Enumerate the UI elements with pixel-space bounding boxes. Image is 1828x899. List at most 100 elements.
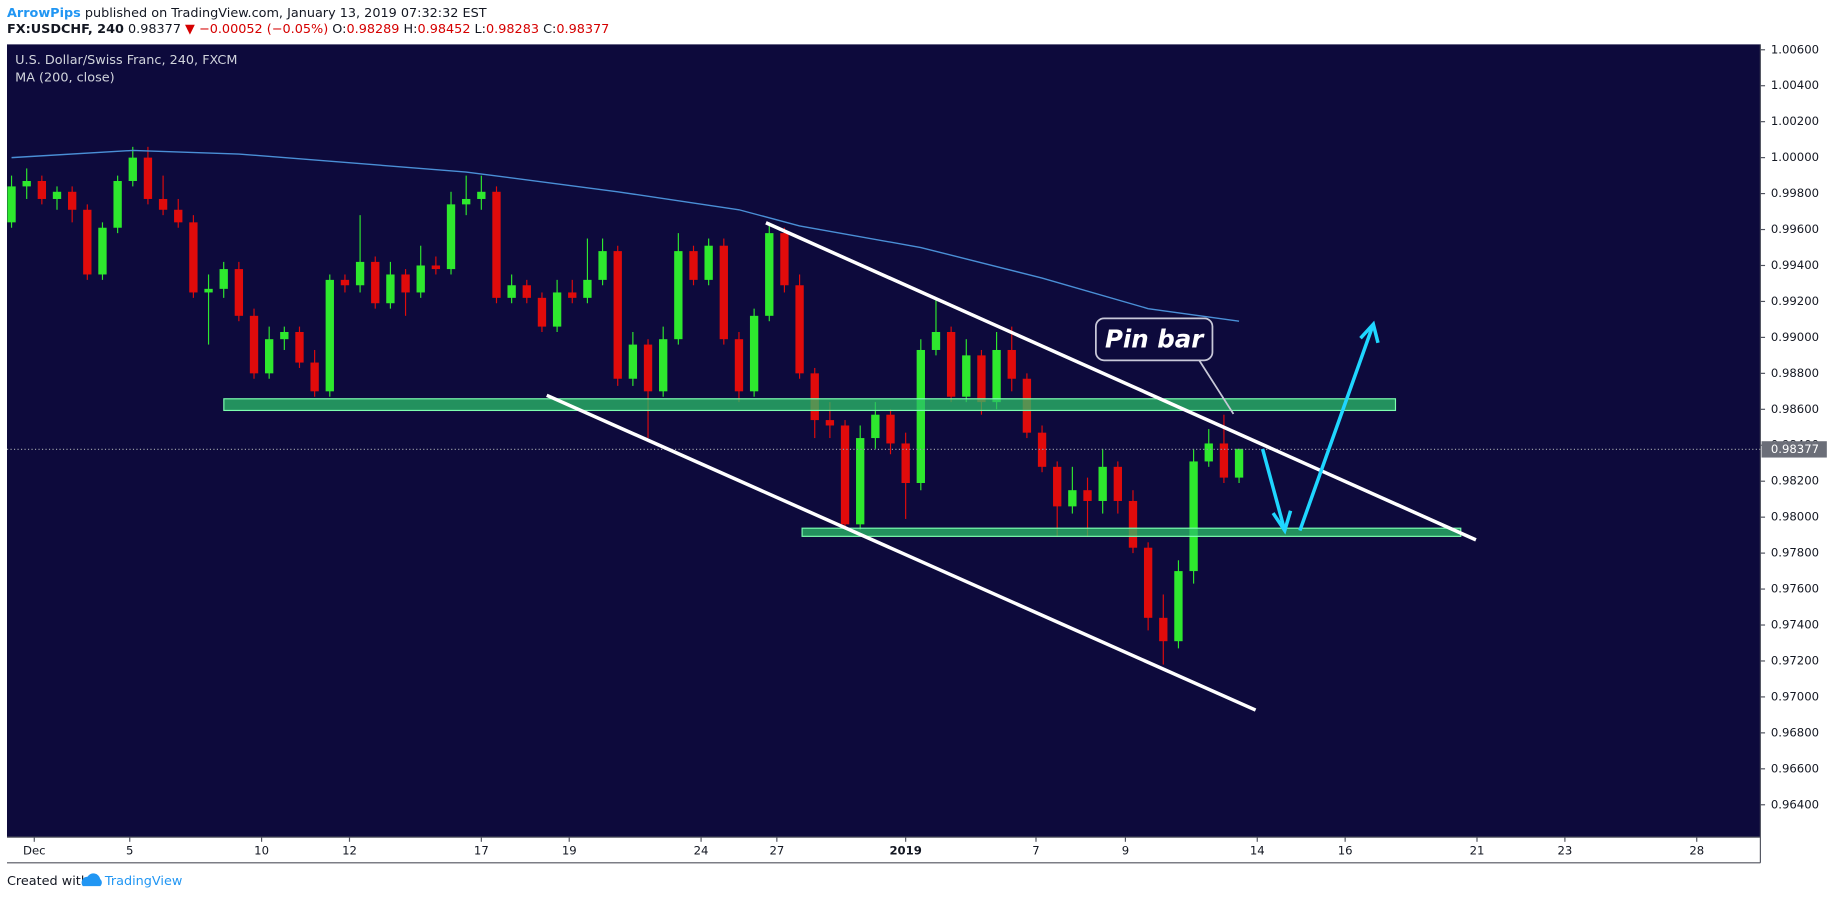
candle-body	[22, 180, 31, 187]
callout-pointer	[1197, 358, 1235, 415]
candle-body	[1053, 466, 1062, 507]
y-tick-label: 1.00600	[1771, 42, 1819, 56]
candle-body	[371, 261, 380, 304]
callout-box	[1094, 317, 1214, 362]
ohlc-0-label: O:	[332, 22, 346, 37]
candle-body	[628, 344, 638, 379]
price-axis	[1760, 44, 1828, 838]
candle-body	[492, 191, 501, 298]
candle-body	[871, 414, 880, 439]
candle-body	[234, 269, 244, 316]
y-tick-label: 0.98200	[1771, 474, 1819, 488]
upper-trendline	[765, 221, 1477, 542]
x-tick-label: 28	[1689, 844, 1704, 858]
candle-body	[295, 331, 304, 363]
candle-body	[1113, 466, 1122, 501]
published: published on TradingView.com, January 13…	[85, 5, 487, 20]
candle-body	[1234, 448, 1244, 478]
y-tick-label: 0.98600	[1771, 402, 1819, 416]
candle-body	[643, 344, 653, 392]
candle-body	[280, 331, 289, 340]
last-price-box	[1761, 441, 1827, 458]
candle-body	[7, 186, 16, 223]
candle-body	[825, 420, 835, 426]
candle-body	[143, 157, 153, 199]
candle-body	[1007, 349, 1016, 379]
x-tick-label: 2019	[889, 844, 921, 858]
y-tick-label: 0.97600	[1771, 582, 1819, 596]
candle-body	[37, 180, 47, 199]
candle-body	[1143, 547, 1153, 618]
x-tick-label: 19	[562, 844, 577, 858]
lower-trendline	[546, 393, 1257, 712]
candle-body	[128, 157, 137, 181]
ohlc-2: 0.98283	[486, 22, 539, 37]
plot-area	[6, 44, 1761, 838]
axes: 1.00600 1.00400 1.00200 1.00000 0.99800 0.996…	[23, 42, 1827, 858]
author[interactable]: ArrowPips	[7, 5, 81, 20]
candle-body	[613, 251, 622, 379]
x-tick-label: 5	[126, 844, 133, 858]
support-zone	[801, 527, 1462, 537]
candle-body	[219, 269, 228, 289]
candle-body	[325, 279, 334, 392]
y-tick-label: 0.98800	[1771, 366, 1819, 380]
candle-body	[598, 251, 607, 280]
candle-body	[1219, 443, 1229, 478]
x-tick-label: 24	[694, 844, 709, 858]
x-tick-label: 21	[1470, 844, 1485, 858]
callout-text: Pin bar	[1105, 324, 1205, 353]
last-price-label: 0.98377	[1771, 442, 1819, 456]
candle-body	[765, 233, 774, 316]
ma-line	[11, 149, 1240, 322]
candle-body	[83, 209, 92, 275]
arrow-down-head	[1271, 510, 1293, 535]
candle-body	[977, 355, 986, 403]
candle-body	[886, 414, 895, 444]
candle-body	[174, 209, 183, 223]
x-tick-label: 27	[769, 844, 784, 858]
logo-cloud	[81, 873, 102, 887]
x-tick-label: 17	[474, 844, 489, 858]
resistance-zone	[223, 398, 1397, 412]
candle-body	[810, 373, 819, 421]
candle-body	[704, 245, 713, 280]
legend-title: U.S. Dollar/Swiss Franc, 240, FXCM	[15, 53, 237, 68]
candle-body	[1159, 617, 1168, 642]
ohlc-0: 0.98289	[346, 22, 399, 37]
candle-body	[1098, 466, 1107, 501]
y-tick-label: 1.00000	[1771, 150, 1819, 164]
arrow-up	[1298, 323, 1375, 532]
x-tick-label: 14	[1250, 844, 1265, 858]
candle-body	[310, 362, 319, 392]
candle-body	[386, 274, 395, 304]
candle-body	[98, 227, 107, 275]
last: 0.98377	[128, 22, 181, 37]
candle-body	[583, 279, 592, 298]
candle-body	[265, 339, 274, 374]
x-tick-label: 23	[1557, 844, 1572, 858]
ohlc-2-label: L:	[475, 22, 486, 37]
y-tick-label: 0.99400	[1771, 258, 1819, 272]
candle-body	[992, 349, 1001, 403]
footer-brand[interactable]: TradingView	[104, 874, 182, 889]
candle-body	[416, 265, 425, 293]
y-tick-label: 0.96600	[1771, 761, 1819, 775]
y-tick-label: 0.96400	[1771, 797, 1819, 811]
drawings: Pin bar	[223, 221, 1477, 712]
candle-body	[962, 355, 971, 397]
candle-body	[113, 180, 122, 228]
candle-body	[1128, 500, 1138, 548]
candle-body	[249, 315, 259, 374]
ohlc-1: 0.98452	[417, 22, 470, 37]
series-layer	[6, 146, 1761, 665]
y-tick-label: 0.99600	[1771, 222, 1819, 236]
ohlc-3: 0.98377	[556, 22, 609, 37]
candle-body	[1068, 490, 1077, 507]
arrow-down	[1260, 448, 1287, 531]
x-tick-label: 7	[1032, 844, 1039, 858]
header-line-1: ArrowPips published on TradingView.com, …	[7, 5, 487, 20]
footer-created: Created with	[7, 874, 89, 889]
candle-body	[856, 438, 865, 525]
